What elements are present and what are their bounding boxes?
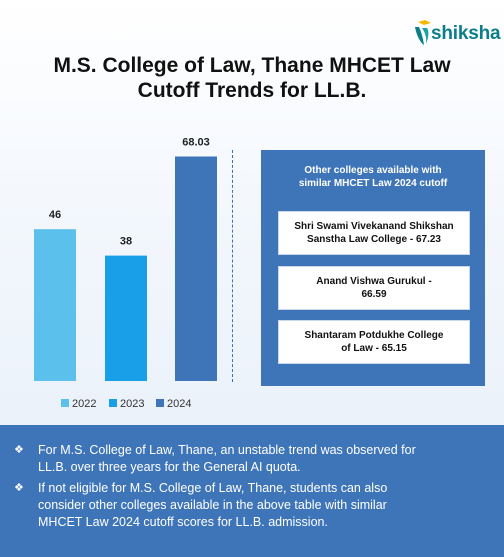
bar-2023 — [105, 255, 147, 381]
title-line-2: Cutoff Trends for LL.B. — [137, 79, 367, 102]
legend-label-2023: 2023 — [120, 398, 144, 410]
graduate-cap-icon — [415, 20, 431, 45]
bar-2024 — [175, 156, 217, 381]
note-1-line-2: LL.B. over three years for the General A… — [38, 460, 301, 474]
data-label-2024: 68.03 — [182, 137, 210, 149]
note-2-line-3: MHCET Law 2024 cutoff scores for LL.B. a… — [38, 515, 328, 529]
note-1: ❖ For M.S. College of Law, Thane, an uns… — [14, 442, 490, 476]
other-colleges-title: Other colleges available with similar MH… — [271, 164, 475, 190]
legend-swatch-2022 — [61, 399, 69, 407]
college-card-1: Shri Swami Vivekanand Shikshan Sanstha L… — [278, 211, 470, 255]
page-title: M.S. College of Law, Thane MHCET Law Cut… — [20, 53, 484, 103]
note-2-line-1: If not eligible for M.S. College of Law,… — [38, 481, 388, 495]
panel-title-line-2: similar MHCET Law 2024 cutoff — [298, 178, 448, 189]
college-1-line-1: Shri Swami Vivekanand Shikshan — [294, 221, 454, 232]
brand-name: shiksha — [431, 23, 501, 44]
data-label-2023: 38 — [120, 236, 132, 248]
legend-swatch-2023 — [109, 399, 117, 407]
college-2-line-2: 66.59 — [361, 289, 387, 300]
shiksha-logo: shiksha — [413, 20, 501, 48]
data-label-2022: 46 — [49, 209, 61, 221]
note-2-line-2: consider other colleges available in the… — [38, 498, 387, 512]
note-2: ❖ If not eligible for M.S. College of La… — [14, 480, 490, 531]
college-card-3: Shantaram Potdukhe College of Law - 65.1… — [278, 320, 470, 364]
cutoff-bar-chart: 46 38 68.03 2022 2023 2024 — [34, 137, 217, 410]
bar-2022 — [34, 229, 76, 381]
notes-panel: ❖ For M.S. College of Law, Thane, an uns… — [0, 425, 504, 557]
note-1-line-1: For M.S. College of Law, Thane, an unsta… — [38, 443, 416, 457]
college-3-line-2: of Law - 65.15 — [341, 343, 407, 354]
legend-label-2024: 2024 — [167, 398, 191, 410]
diamond-bullet-icon: ❖ — [14, 482, 24, 494]
panel-title-line-1: Other colleges available with — [304, 165, 442, 176]
other-colleges-panel: Other colleges available with similar MH… — [261, 150, 485, 386]
diamond-bullet-icon: ❖ — [14, 444, 24, 456]
title-line-1: M.S. College of Law, Thane MHCET Law — [53, 54, 451, 77]
legend-swatch-2024 — [156, 399, 164, 407]
legend-label-2022: 2022 — [72, 398, 96, 410]
college-card-2: Anand Vishwa Gurukul - 66.59 — [278, 266, 470, 310]
college-3-line-1: Shantaram Potdukhe College — [304, 330, 444, 341]
college-2-line-1: Anand Vishwa Gurukul - — [316, 276, 432, 287]
college-1-line-2: Sanstha Law College - 67.23 — [307, 234, 441, 245]
dashed-divider — [232, 150, 233, 382]
